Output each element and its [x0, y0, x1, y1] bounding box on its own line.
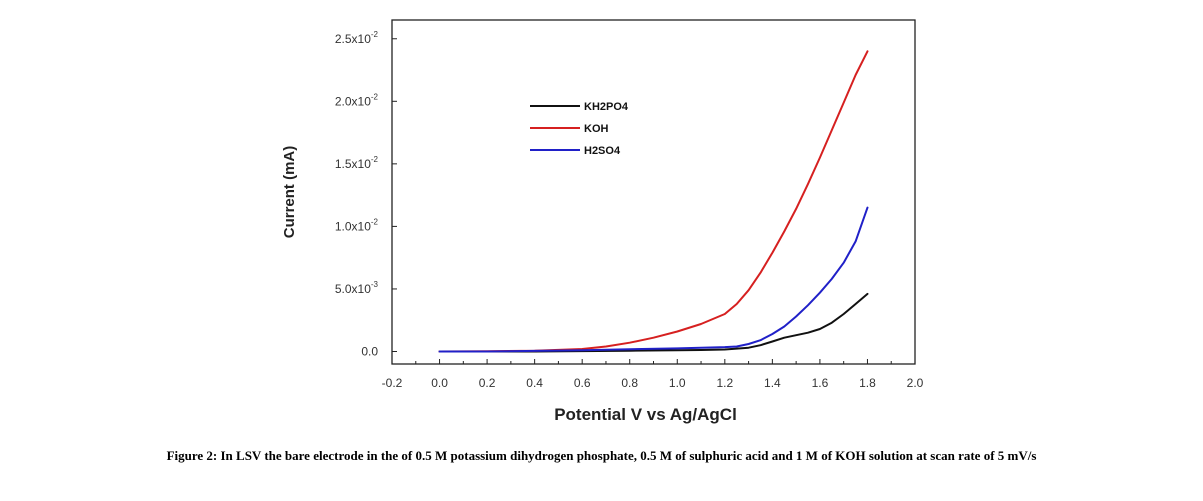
lsv-chart: -0.2 0.0 0.2 0.4 0.6 0.8 1.0 1.2 1.4 1.6 1.8 2.0 0.0… [281, 19, 924, 424]
legend-label-h2so4: H2SO4 [584, 145, 621, 157]
y-axis-title: Current (mA) [281, 146, 298, 239]
series-line-h2so4 [438, 206, 869, 353]
y-tick-exponent: -2 [371, 92, 379, 101]
series-line-kh2po4 [438, 292, 869, 353]
x-tick-label: 0.4 [526, 376, 543, 390]
x-tick-label: 0.0 [431, 376, 448, 390]
x-tick-label: 0.6 [574, 376, 591, 390]
x-tick-label: 0.8 [621, 376, 638, 390]
legend-label-kh2po4: KH2PO4 [584, 101, 629, 113]
y-tick-exponent: -2 [371, 217, 379, 226]
y-tick-exponent: -3 [371, 280, 379, 289]
y-tick-exponent: -2 [371, 30, 379, 39]
x-tick-label: 1.2 [716, 376, 733, 390]
y-tick-label: 1.0x10-2 [335, 217, 379, 233]
plot-frame [391, 19, 916, 365]
axes: -0.2 0.0 0.2 0.4 0.6 0.8 1.0 1.2 1.4 1.6 1.8 2.0 0.0… [335, 19, 924, 390]
legend: KH2PO4 KOH H2SO4 [530, 101, 629, 157]
legend-label-koh: KOH [584, 123, 609, 135]
x-axis-title: Potential V vs Ag/AgCl [554, 405, 737, 424]
x-tick-label: 2.0 [907, 376, 924, 390]
y-tick-label: 1.5x10-2 [335, 155, 379, 171]
x-tick-label: 1.0 [669, 376, 686, 390]
series-lines [438, 50, 869, 353]
figure-caption: Figure 2: In LSV the bare electrode in t… [166, 448, 1037, 463]
series-line-koh [438, 50, 869, 353]
x-tick-label: -0.2 [382, 376, 403, 390]
x-tick-label: 1.8 [859, 376, 876, 390]
y-tick-label: 0.0 [361, 344, 378, 358]
y-tick-label: 5.0x10-3 [335, 280, 379, 296]
y-tick-label: 2.0x10-2 [335, 92, 379, 108]
x-tick-label: 0.2 [479, 376, 496, 390]
x-tick-label: 1.4 [764, 376, 781, 390]
y-tick-label: 2.5x10-2 [335, 30, 379, 46]
x-tick-label: 1.6 [812, 376, 829, 390]
y-tick-exponent: -2 [371, 155, 379, 164]
